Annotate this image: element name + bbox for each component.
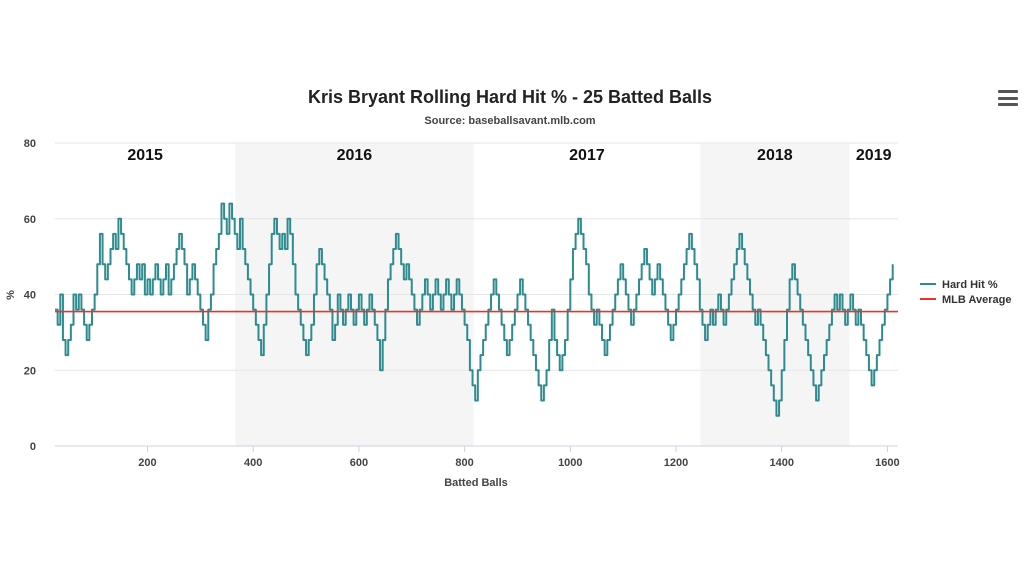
season-label-2019: 2019 — [856, 147, 892, 164]
series-line-hard-hit[interactable] — [55, 202, 894, 417]
y-tick-label: 80 — [24, 138, 36, 150]
season-label-2018: 2018 — [757, 147, 793, 164]
legend-item-mlb-average[interactable]: MLB Average — [920, 294, 1011, 306]
grid-lines — [55, 142, 898, 447]
x-tick-label: 800 — [455, 457, 473, 469]
legend: Hard Hit % MLB Average — [920, 279, 1011, 306]
legend-item-hard-hit[interactable]: Hard Hit % — [920, 279, 998, 291]
legend-label-hard-hit: Hard Hit % — [942, 279, 998, 291]
x-tick-label: 1000 — [558, 457, 582, 469]
y-tick-label: 40 — [24, 290, 36, 302]
legend-label-mlb-average: MLB Average — [942, 294, 1011, 306]
chart-title: Kris Bryant Rolling Hard Hit % - 25 Batt… — [308, 87, 712, 107]
season-labels: 2015 2016 2017 2018 2019 — [127, 147, 891, 164]
x-axis-label: Batted Balls — [444, 477, 508, 489]
x-tick-label: 1200 — [664, 457, 688, 469]
x-axis: 200 400 600 800 1000 1200 1400 1600 — [138, 446, 900, 469]
chart-subtitle: Source: baseballsavant.mlb.com — [424, 115, 595, 127]
x-tick-label: 1400 — [769, 457, 793, 469]
x-tick-label: 400 — [244, 457, 262, 469]
y-axis-label: % — [5, 290, 17, 300]
x-tick-label: 200 — [138, 457, 156, 469]
x-tick-label: 600 — [350, 457, 368, 469]
y-tick-label: 20 — [24, 365, 36, 377]
menu-bar-bottom — [998, 103, 1018, 106]
season-label-2017: 2017 — [569, 147, 605, 164]
menu-bar-top — [998, 90, 1018, 93]
season-label-2016: 2016 — [337, 147, 373, 164]
plot-area — [55, 202, 898, 417]
hamburger-menu-icon[interactable] — [998, 90, 1018, 106]
y-tick-label: 0 — [30, 441, 36, 453]
menu-bar-middle — [998, 96, 1018, 100]
season-label-2015: 2015 — [127, 147, 163, 164]
x-tick-label: 1600 — [875, 457, 899, 469]
y-axis: 0 20 40 60 80 — [24, 138, 36, 453]
y-tick-label: 60 — [24, 214, 36, 226]
